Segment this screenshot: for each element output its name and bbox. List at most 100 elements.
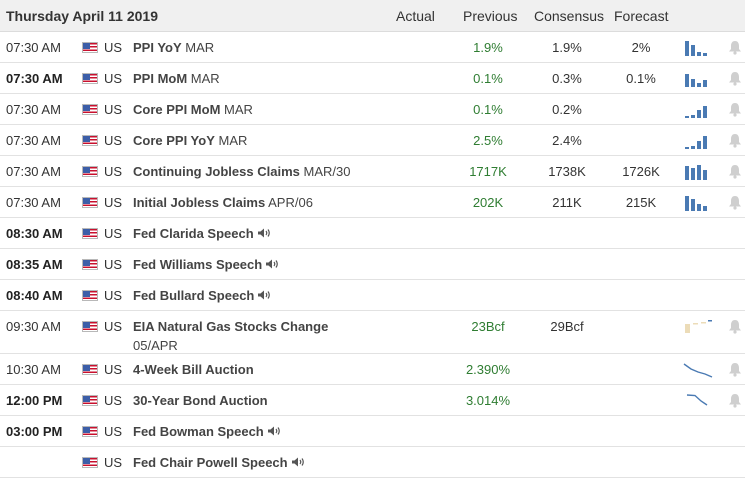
event-title[interactable]: Core PPI YoY MAR [133, 133, 247, 148]
previous-value: 202K [472, 195, 504, 210]
country-code: US [104, 455, 123, 470]
event-name: Initial Jobless Claims [133, 195, 266, 210]
country-code: US [104, 164, 123, 179]
event-period: MAR/30 [303, 164, 351, 179]
country-code: US [104, 102, 123, 117]
event-time: 08:40 AM [6, 288, 63, 303]
previous-value: 1717K [469, 164, 507, 179]
consensus-column-header: Consensus [534, 8, 605, 24]
us-flag-icon [82, 197, 98, 208]
event-time: 12:00 PM [6, 393, 63, 408]
event-row[interactable]: 10:30 AM US 4-Week Bill Auction 2.390% [0, 354, 745, 385]
previous-value: 0.1% [473, 71, 503, 86]
speaker-icon [266, 259, 279, 269]
event-title[interactable]: 30-Year Bond Auction [133, 393, 268, 408]
event-title[interactable]: Continuing Jobless Claims MAR/30 [133, 164, 350, 179]
event-name: Fed Bowman Speech [133, 424, 264, 439]
event-row[interactable]: 09:30 AM US EIA Natural Gas Stocks Chang… [0, 311, 745, 354]
us-flag-icon [82, 104, 98, 115]
mini-chart-icon[interactable] [683, 71, 713, 87]
event-title[interactable]: Fed Bullard Speech [133, 288, 271, 303]
previous-value: 2.390% [465, 362, 511, 377]
bell-icon[interactable] [728, 40, 742, 55]
us-flag-icon [82, 259, 98, 270]
event-period: MAR [218, 133, 248, 148]
event-row[interactable]: 07:30 AM US Continuing Jobless Claims MA… [0, 156, 745, 187]
bell-icon[interactable] [728, 133, 742, 148]
event-row[interactable]: 07:30 AM US PPI YoY MAR 1.9% 1.9% 2% [0, 32, 745, 63]
event-title[interactable]: Fed Chair Powell Speech [133, 455, 305, 470]
mini-chart-icon[interactable] [683, 102, 713, 118]
mini-chart-icon[interactable] [683, 195, 713, 211]
speaker-icon [267, 426, 280, 436]
event-title[interactable]: Fed Williams Speech [133, 257, 279, 272]
event-row[interactable]: 07:30 AM US Core PPI MoM MAR 0.1% 0.2% [0, 94, 745, 125]
actual-column-header: Actual [396, 8, 435, 24]
mini-chart-icon[interactable] [683, 133, 713, 149]
bell-icon[interactable] [728, 164, 742, 179]
event-name: Core PPI YoY [133, 133, 215, 148]
mini-chart-icon[interactable] [683, 319, 713, 335]
event-title[interactable]: EIA Natural Gas Stocks Change 05/APR [133, 319, 328, 353]
event-period: APR/06 [268, 195, 313, 210]
mini-chart-icon[interactable] [683, 393, 713, 409]
event-title[interactable]: PPI MoM MAR [133, 71, 220, 86]
us-flag-icon [82, 42, 98, 53]
consensus-value: 1.9% [552, 40, 582, 55]
country-code: US [104, 362, 123, 377]
country-code: US [104, 288, 123, 303]
event-row[interactable]: 07:30 AM US Core PPI YoY MAR 2.5% 2.4% [0, 125, 745, 156]
country-code: US [104, 40, 123, 55]
event-title[interactable]: Core PPI MoM MAR [133, 102, 253, 117]
event-period: MAR [190, 71, 220, 86]
event-row[interactable]: US Fed Chair Powell Speech [0, 447, 745, 478]
event-row[interactable]: 08:40 AM US Fed Bullard Speech [0, 280, 745, 311]
event-time: 07:30 AM [6, 133, 61, 148]
speaker-icon [257, 228, 270, 238]
event-time: 09:30 AM [6, 319, 61, 334]
date-heading: Thursday April 11 2019 [6, 8, 158, 24]
bell-icon[interactable] [728, 319, 742, 334]
event-row[interactable]: 12:00 PM US 30-Year Bond Auction 3.014% [0, 385, 745, 416]
consensus-value: 2.4% [552, 133, 582, 148]
forecast-value: 215K [625, 195, 657, 210]
event-title[interactable]: 4-Week Bill Auction [133, 362, 254, 377]
consensus-value: 1738K [548, 164, 586, 179]
event-name: Continuing Jobless Claims [133, 164, 300, 179]
mini-chart-icon[interactable] [683, 40, 713, 56]
mini-chart-icon[interactable] [683, 164, 713, 180]
us-flag-icon [82, 166, 98, 177]
country-code: US [104, 195, 123, 210]
consensus-value: 211K [552, 195, 582, 210]
bell-icon[interactable] [728, 362, 742, 377]
bell-icon[interactable] [728, 393, 742, 408]
bell-icon[interactable] [728, 195, 742, 210]
consensus-value: 0.2% [552, 102, 582, 117]
event-name: 4-Week Bill Auction [133, 362, 254, 377]
event-time: 10:30 AM [6, 362, 61, 377]
previous-value: 0.1% [473, 102, 503, 117]
us-flag-icon [82, 426, 98, 437]
country-code: US [104, 424, 123, 439]
event-row[interactable]: 08:35 AM US Fed Williams Speech [0, 249, 745, 280]
event-title[interactable]: Fed Bowman Speech [133, 424, 281, 439]
event-period: MAR [224, 102, 253, 117]
event-title[interactable]: Initial Jobless Claims APR/06 [133, 195, 313, 210]
previous-value: 1.9% [473, 40, 503, 55]
event-name: Fed Williams Speech [133, 257, 263, 272]
event-row[interactable]: 08:30 AM US Fed Clarida Speech [0, 218, 745, 249]
bell-icon[interactable] [728, 71, 742, 86]
bell-icon[interactable] [728, 102, 742, 117]
event-row[interactable]: 03:00 PM US Fed Bowman Speech [0, 416, 745, 447]
event-title[interactable]: Fed Clarida Speech [133, 226, 271, 241]
previous-column-header: Previous [463, 8, 518, 24]
event-title[interactable]: PPI YoY MAR [133, 40, 214, 55]
event-time: 07:30 AM [6, 195, 61, 210]
mini-chart-icon[interactable] [683, 362, 713, 378]
us-flag-icon [82, 73, 98, 84]
country-code: US [104, 319, 123, 334]
us-flag-icon [82, 395, 98, 406]
country-code: US [104, 133, 123, 148]
event-row[interactable]: 07:30 AM US PPI MoM MAR 0.1% 0.3% 0.1% [0, 63, 745, 94]
event-row[interactable]: 07:30 AM US Initial Jobless Claims APR/0… [0, 187, 745, 218]
